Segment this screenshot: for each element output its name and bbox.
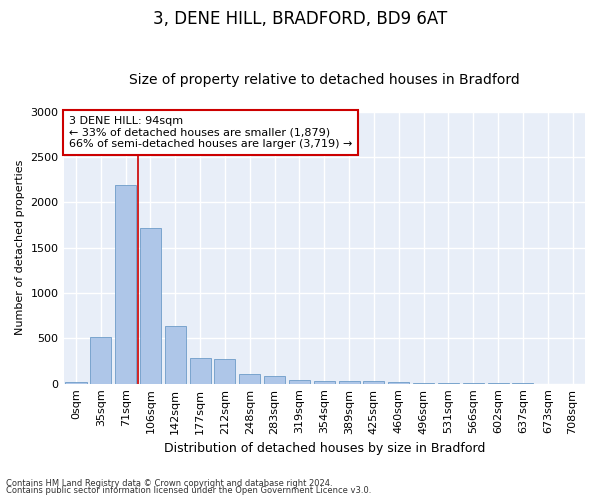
Bar: [314, 380, 335, 384]
Bar: [264, 376, 285, 384]
Bar: [90, 336, 112, 384]
Y-axis label: Number of detached properties: Number of detached properties: [15, 160, 25, 336]
Bar: [239, 374, 260, 384]
Text: Contains public sector information licensed under the Open Government Licence v3: Contains public sector information licen…: [6, 486, 371, 495]
Title: Size of property relative to detached houses in Bradford: Size of property relative to detached ho…: [129, 73, 520, 87]
Bar: [65, 382, 86, 384]
X-axis label: Distribution of detached houses by size in Bradford: Distribution of detached houses by size …: [164, 442, 485, 455]
Bar: [115, 185, 136, 384]
Text: 3 DENE HILL: 94sqm
← 33% of detached houses are smaller (1,879)
66% of semi-deta: 3 DENE HILL: 94sqm ← 33% of detached hou…: [69, 116, 352, 149]
Bar: [190, 358, 211, 384]
Bar: [364, 382, 385, 384]
Bar: [338, 380, 359, 384]
Bar: [165, 326, 186, 384]
Bar: [289, 380, 310, 384]
Bar: [388, 382, 409, 384]
Bar: [140, 228, 161, 384]
Text: 3, DENE HILL, BRADFORD, BD9 6AT: 3, DENE HILL, BRADFORD, BD9 6AT: [153, 10, 447, 28]
Text: Contains HM Land Registry data © Crown copyright and database right 2024.: Contains HM Land Registry data © Crown c…: [6, 478, 332, 488]
Bar: [214, 359, 235, 384]
Bar: [413, 383, 434, 384]
